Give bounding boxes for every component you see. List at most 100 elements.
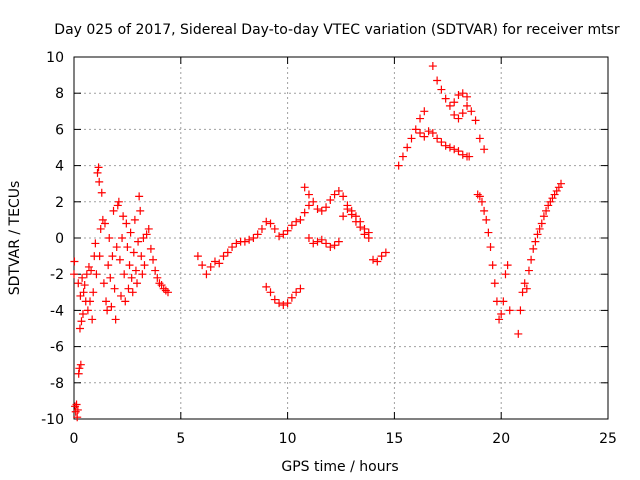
data-point (458, 109, 467, 118)
data-point (75, 364, 84, 373)
data-point (463, 92, 472, 101)
data-point (142, 230, 151, 239)
data-point (465, 152, 474, 161)
data-point (89, 288, 98, 297)
x-axis-label: GPS time / hours (281, 459, 398, 475)
data-point (300, 183, 309, 192)
data-point (95, 177, 104, 186)
data-point (454, 114, 463, 123)
data-point (210, 257, 219, 266)
data-point (490, 279, 499, 288)
y-tick-label: 2 (55, 195, 64, 211)
y-tick-label: 10 (46, 50, 64, 66)
data-point (309, 197, 318, 206)
data-point (499, 297, 508, 306)
data-point (398, 152, 407, 161)
data-point (112, 243, 121, 252)
data-point (495, 315, 504, 324)
data-point (104, 261, 113, 270)
data-point (542, 206, 551, 215)
data-point (270, 224, 279, 233)
data-point (514, 329, 523, 338)
data-point (351, 217, 360, 226)
data-point (198, 261, 207, 270)
data-point (125, 261, 134, 270)
data-point (304, 234, 313, 242)
data-point (84, 262, 93, 271)
y-tick-label: 8 (55, 86, 64, 102)
grid-lines (74, 57, 608, 419)
data-point (339, 192, 348, 201)
data-point (279, 230, 288, 239)
data-point (527, 255, 536, 264)
data-point (445, 143, 454, 152)
data-point (420, 107, 429, 116)
data-point (77, 317, 86, 326)
data-point (441, 94, 450, 103)
data-point (109, 206, 118, 215)
data-point (529, 244, 538, 253)
data-point (326, 195, 335, 204)
data-point (554, 183, 563, 192)
data-point (262, 282, 271, 291)
data-point (326, 243, 335, 252)
data-point (146, 244, 155, 253)
data-point (100, 219, 109, 228)
data-point (116, 291, 125, 300)
data-point (304, 201, 313, 210)
data-point (546, 197, 555, 206)
data-point (544, 201, 553, 210)
data-point (463, 101, 472, 110)
data-point (539, 212, 548, 221)
data-point (475, 192, 484, 201)
data-point (486, 243, 495, 252)
data-point (501, 270, 510, 279)
data-point (96, 224, 105, 233)
data-point (118, 234, 127, 242)
data-point (437, 138, 446, 147)
data-point (134, 237, 143, 246)
data-point (279, 300, 288, 309)
data-point (339, 212, 348, 221)
data-point (480, 145, 489, 154)
data-point (450, 145, 459, 154)
data-point (450, 110, 459, 119)
data-point (88, 315, 97, 324)
data-point (275, 299, 284, 308)
data-point (403, 143, 412, 152)
data-point (74, 279, 83, 288)
data-point (72, 400, 81, 409)
data-point (73, 405, 82, 414)
data-point (520, 279, 529, 288)
data-point (531, 237, 540, 246)
data-point (92, 270, 101, 279)
data-point (257, 224, 266, 233)
y-tick-label: 6 (55, 122, 64, 138)
data-point (124, 284, 133, 293)
data-point (240, 237, 249, 246)
data-point (275, 232, 284, 241)
data-point (223, 248, 232, 257)
data-point (266, 288, 275, 297)
data-point (129, 248, 138, 257)
data-point (266, 219, 275, 228)
data-point (467, 107, 476, 116)
data-point (535, 224, 544, 233)
data-point (206, 262, 215, 271)
data-point (445, 101, 454, 110)
data-point (94, 163, 103, 172)
data-point (128, 288, 137, 297)
data-point (114, 197, 123, 206)
data-point (454, 147, 463, 156)
data-point (364, 234, 373, 242)
data-point (356, 223, 365, 232)
y-axis-label: SDTVAR / TECUs (7, 181, 23, 296)
data-point (262, 217, 271, 226)
data-point (91, 239, 100, 248)
data-point (480, 206, 489, 215)
data-point (159, 284, 168, 293)
data-point (334, 186, 343, 195)
data-point (155, 279, 164, 288)
data-point (428, 129, 437, 138)
